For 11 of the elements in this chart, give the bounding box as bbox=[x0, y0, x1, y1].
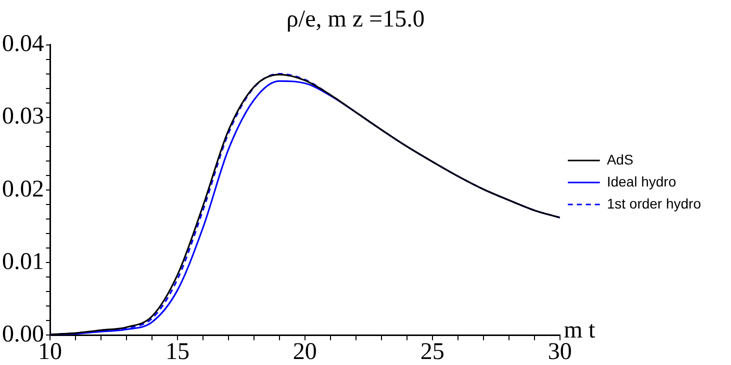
x-tick-label: 25 bbox=[420, 338, 444, 365]
y-tick-label: 0.01 bbox=[2, 248, 44, 275]
x-tick-label: 15 bbox=[165, 338, 190, 365]
x-tick-label: 20 bbox=[292, 338, 317, 365]
y-tick-label: 0.02 bbox=[2, 176, 44, 202]
y-tick-label: 0.04 bbox=[2, 31, 44, 58]
legend-label: AdS bbox=[606, 151, 634, 168]
y-tick-label: 0.03 bbox=[2, 104, 44, 130]
legend-label: Ideal hydro bbox=[606, 173, 676, 190]
chart-title: ρ/e, m z =15.0 bbox=[286, 6, 425, 33]
legend-label: 1st order hydro bbox=[606, 195, 702, 212]
